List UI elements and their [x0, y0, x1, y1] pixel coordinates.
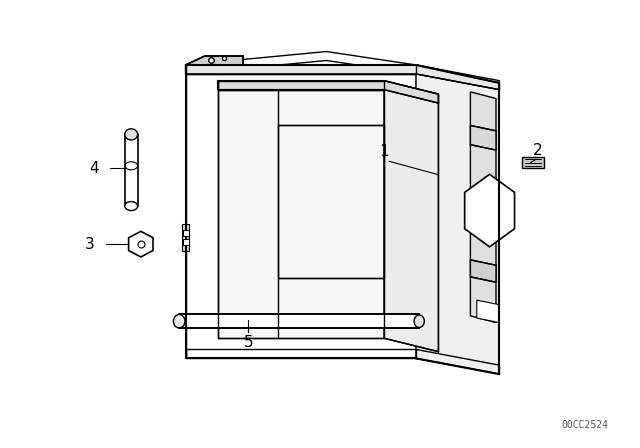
Ellipse shape: [414, 315, 424, 327]
Polygon shape: [470, 125, 496, 150]
Polygon shape: [179, 314, 419, 328]
Ellipse shape: [173, 314, 185, 328]
Text: 1: 1: [379, 144, 389, 159]
Polygon shape: [182, 224, 189, 251]
Polygon shape: [522, 157, 544, 168]
Polygon shape: [129, 231, 153, 257]
Text: 4: 4: [90, 160, 99, 176]
Polygon shape: [470, 260, 496, 282]
Polygon shape: [186, 74, 416, 358]
Polygon shape: [384, 90, 438, 352]
Polygon shape: [416, 74, 499, 374]
Polygon shape: [186, 56, 243, 65]
Polygon shape: [218, 90, 384, 338]
Polygon shape: [186, 65, 499, 90]
Polygon shape: [125, 134, 138, 206]
Polygon shape: [218, 81, 438, 103]
Text: 3: 3: [85, 237, 95, 252]
Text: 00CC2524: 00CC2524: [561, 420, 608, 430]
Polygon shape: [477, 300, 499, 323]
Text: 5: 5: [243, 335, 253, 350]
Polygon shape: [470, 92, 496, 323]
Polygon shape: [465, 174, 515, 247]
Text: 2: 2: [532, 143, 543, 158]
Polygon shape: [186, 52, 499, 90]
Ellipse shape: [125, 202, 138, 211]
Ellipse shape: [125, 129, 138, 140]
